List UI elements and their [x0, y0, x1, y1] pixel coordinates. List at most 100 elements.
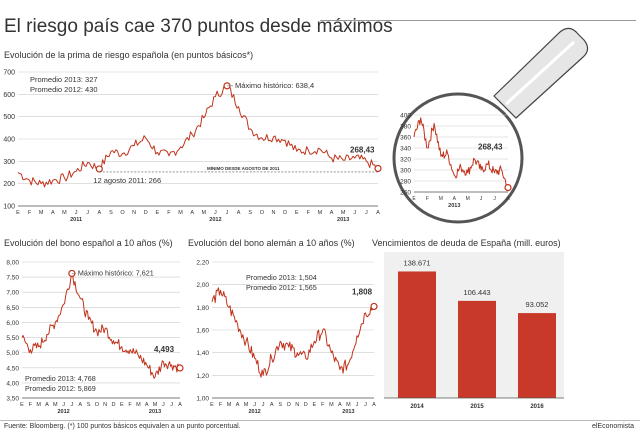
month-tick-label: O	[287, 402, 292, 408]
month-tick-label: J	[262, 402, 265, 408]
y-tick-label: 2,20	[196, 260, 209, 267]
month-tick-label: J	[353, 210, 356, 216]
german-bond-chart: 1,001,201,401,601,802,002,20E F M A M J J A S O N D…	[196, 260, 378, 415]
month-tick-label: F	[128, 402, 132, 408]
month-tick-label: M	[439, 196, 443, 202]
year-label: 2012	[249, 409, 261, 415]
month-tick-label: F	[29, 402, 33, 408]
month-tick-label: N	[103, 402, 107, 408]
year-label: 2013	[342, 409, 354, 415]
debt-bar-chart: 138.671 2014 106.443 2015 93.052 2016	[384, 252, 564, 410]
month-tick-label: J	[170, 402, 173, 408]
series-line	[413, 117, 509, 188]
average-2013-label: Promedio 2013: 327	[30, 75, 98, 84]
series-line	[21, 273, 181, 379]
y-tick-label: 500	[3, 114, 15, 121]
y-tick-label: 1,20	[196, 373, 209, 380]
year-label: 2013	[149, 409, 161, 415]
bar-value-label: 138.671	[403, 258, 430, 267]
month-tick-label: S	[109, 210, 113, 216]
month-tick-label: M	[346, 402, 351, 408]
month-tick-label: A	[453, 196, 457, 202]
month-tick-label: D	[111, 402, 115, 408]
month-tick-label: E	[412, 196, 416, 202]
y-tick-label: 6,00	[6, 320, 19, 327]
month-tick-label: M	[318, 210, 323, 216]
month-tick-label: A	[376, 210, 380, 216]
month-tick-label: J	[214, 210, 217, 216]
magnifier-handle-shine	[504, 40, 576, 106]
y-tick-label: 4,00	[6, 380, 19, 387]
spain-average-2012-label: Promedio 2012: 5,869	[25, 384, 96, 393]
german-average-2013-label: Promedio 2013: 1,504	[246, 273, 317, 282]
average-2012-label: Promedio 2012: 430	[30, 85, 98, 94]
page-title: El riesgo país cae 370 puntos desde máxi…	[4, 16, 393, 37]
month-tick-label: J	[365, 210, 368, 216]
series-line	[211, 287, 375, 378]
footer-brand: elEconomista	[591, 423, 634, 430]
bar	[458, 300, 496, 398]
last-value-label: 268,43	[350, 145, 375, 154]
month-tick-label: M	[329, 402, 334, 408]
month-tick-label: A	[190, 210, 194, 216]
month-tick-label: O	[260, 210, 265, 216]
spain-max-label: Máximo histórico: 7,621	[78, 268, 154, 277]
month-tick-label: J	[162, 402, 165, 408]
footer-source: Fuente: Bloomberg. (*) 100 puntos básico…	[4, 423, 241, 430]
y-tick-label: 7,00	[6, 290, 19, 297]
year-label: 2011	[70, 217, 82, 223]
month-tick-label: A	[45, 402, 49, 408]
spain-last-value-label: 4,493	[154, 345, 175, 354]
month-tick-label: J	[226, 210, 229, 216]
month-tick-label: S	[87, 402, 91, 408]
year-label: 2013	[448, 203, 460, 209]
footer-rule	[0, 420, 640, 421]
bar	[398, 271, 436, 398]
y-tick-label: 8,00	[6, 260, 19, 267]
month-tick-label: J	[71, 402, 74, 408]
bar-category-label: 2016	[530, 404, 544, 410]
y-tick-label: 320	[400, 157, 411, 164]
month-tick-label: E	[295, 210, 299, 216]
month-tick-label: F	[426, 196, 429, 202]
month-tick-label: A	[338, 402, 342, 408]
y-tick-label: 4,50	[6, 365, 19, 372]
month-tick-label: M	[62, 210, 67, 216]
y-tick-label: 260	[400, 190, 411, 197]
month-tick-label: A	[178, 402, 182, 408]
series-line	[17, 84, 378, 188]
y-tick-label: 1,40	[196, 350, 209, 357]
german-last-marker	[370, 302, 378, 311]
month-tick-label: N	[132, 210, 136, 216]
y-tick-label: 100	[3, 204, 15, 211]
zoom-last-value-label: 268,43	[478, 143, 503, 152]
bar-value-label: 106.443	[463, 288, 490, 297]
month-tick-label: A	[97, 210, 101, 216]
year-label: 2012	[209, 217, 221, 223]
month-tick-label: A	[372, 402, 376, 408]
month-tick-label: M	[227, 402, 232, 408]
zoom-last-marker	[504, 184, 512, 192]
month-tick-label: A	[51, 210, 55, 216]
german-bond-chart-title: Evolución del bono alemán a 10 años (%)	[188, 238, 355, 248]
y-tick-label: 3,50	[6, 396, 19, 403]
month-tick-label: F	[28, 210, 32, 216]
spain-last-marker	[176, 364, 184, 372]
month-tick-label: O	[120, 210, 125, 216]
month-tick-label: E	[16, 210, 20, 216]
month-tick-label: D	[304, 402, 308, 408]
month-tick-label: F	[167, 210, 171, 216]
max-label: Máximo histórico: 638,4	[235, 81, 314, 90]
month-tick-label: M	[136, 402, 141, 408]
month-tick-label: M	[36, 402, 41, 408]
month-tick-label: M	[53, 402, 58, 408]
title-rule	[320, 20, 636, 21]
month-tick-label: J	[480, 196, 483, 202]
y-tick-label: 300	[400, 168, 411, 175]
debt-chart-title: Vencimientos de deuda de España (mill. e…	[372, 238, 561, 248]
year-label: 2012	[57, 409, 69, 415]
month-tick-label: D	[144, 210, 148, 216]
month-tick-label: D	[283, 210, 287, 216]
year-label: 2013	[337, 217, 349, 223]
